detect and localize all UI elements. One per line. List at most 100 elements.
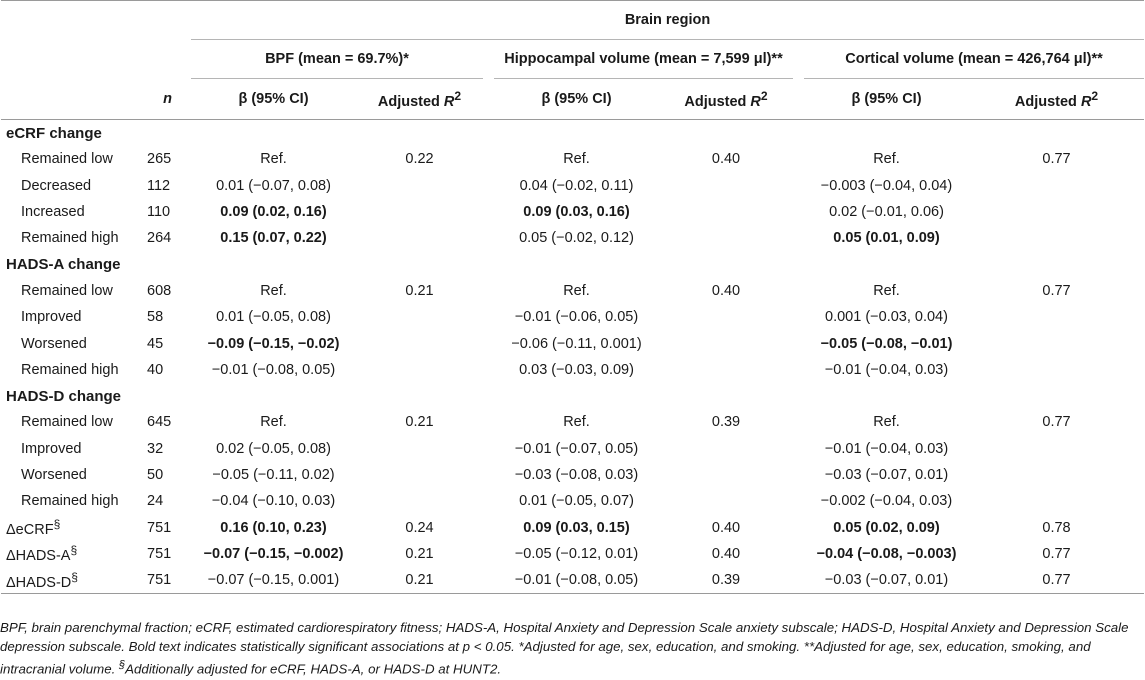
cell-cor-r2 [969,225,1144,251]
beta-header-hippocampal: β (95% CI) [494,78,659,120]
r2-header-cortical: Adjusted R2 [969,78,1145,120]
cell-bpf-b: −0.01 (−0.08, 0.05) [211,361,336,378]
cell-hip-r2 [659,173,793,199]
cell-hip-r2 [659,488,793,514]
cell-hip-b: −0.06 (−0.11, 0.001) [511,335,642,352]
cell-hip-b: 0.03 (−0.03, 0.09) [519,361,634,378]
cell-bpf-b: −0.05 (−0.11, 0.02) [212,467,335,483]
region-header-hippocampal: Hippocampal volume (mean = 7,599 μl)** [494,39,793,79]
table-row: Improved 58 0.01 (−0.05, 0.08) −0.01 (−0.06… [1,304,1144,330]
row-label: Improved [21,309,82,326]
spacer-cell [483,541,494,567]
cell-cor-r2: 0.77 [969,567,1145,595]
footnote-text: BPF, brain parenchymal fraction; eCRF, e… [0,620,1129,677]
row-label: Remained high [21,230,119,247]
header-row-columns: n β (95% CI) Adjusted R2 β (95% CI) Adju… [1,78,1145,120]
table-row: Improved 32 0.02 (−0.05, 0.08) −0.01 (−0.07… [1,436,1144,462]
cell-hip-b: −0.01 (−0.08, 0.05) [494,567,659,595]
cell-cor-b: −0.003 (−0.04, 0.04) [820,177,953,194]
table-row: Remained low 265 Ref. 0.22 Ref. 0.40 Ref. 0.77 [1,146,1144,172]
cell-cor-r2 [969,357,1144,383]
row-n: 40 [147,361,164,378]
cell-hip-b: 0.01 (−0.05, 0.07) [519,493,634,510]
cell-bpf-r2: 0.21 [405,282,434,299]
region-name: Cortical volume (mean = 426,764 μl)** [845,51,1103,67]
table-row: ΔHADS-A§ 751 −0.07 (−0.15, −0.002) 0.21 −0.0… [1,541,1144,567]
table-row: Remained low 608 Ref. 0.21 Ref. 0.40 Ref. 0.77 [1,278,1144,304]
cell-cor-b: −0.03 (−0.07, 0.01) [804,567,969,595]
spacer-cell [483,199,494,225]
cell-hip-r2 [659,357,793,383]
spacer-cell [483,436,494,462]
cell-hip-b: 0.09 (0.03, 0.15) [523,519,630,536]
beta-header-bpf: β (95% CI) [191,78,356,120]
row-n: 751 [144,567,191,595]
cell-hip-b: Ref. [563,151,590,168]
cell-hip-r2: 0.40 [711,282,741,299]
cell-bpf-b: −0.07 (−0.15, −0.002) [203,545,344,562]
spacer-cell [483,488,494,514]
r2-header-hippocampal: Adjusted R2 [659,78,793,120]
cell-hip-r2: 0.40 [711,519,741,536]
table-row: Decreased 112 0.01 (−0.07, 0.08) 0.04 (−0.0… [1,173,1144,199]
header-row-regions: BPF (mean = 69.7%)* Hippocampal volume (… [1,39,1145,79]
table-row: Worsened 45 −0.09 (−0.15, −0.02) −0.06 (−0.… [1,330,1144,356]
row-label: Increased [21,204,85,221]
region-header-bpf: BPF (mean = 69.7%)* [191,39,483,79]
cell-hip-b: 0.04 (−0.02, 0.11) [519,177,634,194]
cell-hip-b: Ref. [563,282,590,299]
delta-label: ΔHADS-A [6,548,71,565]
row-n: 751 [147,519,172,536]
cell-cor-b: 0.02 (−0.01, 0.06) [829,204,944,221]
section-header-row: HADS-A change [1,251,1144,277]
cell-bpf-b: −0.04 (−0.10, 0.03) [211,493,336,510]
spacer-cell [793,357,804,383]
cell-hip-r2: 0.40 [711,545,741,562]
r2-label-sup: 2 [454,88,462,103]
cell-bpf-r2 [356,225,483,251]
row-n: 24 [147,493,164,510]
table-row: Remained high 24 −0.04 (−0.10, 0.03) 0.01 (… [1,488,1144,514]
spacer-cell [483,409,494,435]
cell-bpf-b: 0.01 (−0.05, 0.08) [216,309,331,326]
spacer-cell [793,146,804,172]
cell-hip-b: −0.03 (−0.08, 0.03) [514,467,639,483]
row-label: Remained low [21,282,113,299]
cell-bpf-r2: 0.24 [405,519,434,536]
spacer-cell [483,330,494,356]
spacer-cell [483,462,494,488]
row-label: Worsened [21,467,87,483]
spacer-cell [793,330,804,356]
row-label: Remained low [21,151,113,168]
cell-hip-b: Ref. [563,414,590,431]
section-title: HADS-D change [6,387,122,405]
cell-cor-r2: 0.78 [1042,519,1071,536]
cell-cor-b: 0.05 (0.01, 0.09) [833,230,940,247]
row-n: 264 [147,230,172,247]
table-row: ΔeCRF§ 751 0.16 (0.10, 0.23) 0.24 0.09 (0.03… [1,514,1144,540]
spacer-cell [483,173,494,199]
cell-bpf-r2 [356,462,483,488]
spacer-cell [793,514,804,540]
r2-label-var: R [443,93,455,110]
cell-cor-r2 [969,436,1144,462]
cell-cor-r2 [969,173,1144,199]
cell-hip-r2 [659,462,793,488]
spacer-cell [793,541,804,567]
r2-label-sup: 2 [760,88,768,103]
header-row-group: Brain region [1,0,1145,40]
results-table: Brain region BPF (mean = 69.7%)* Hippoca… [1,0,1145,595]
region-name: BPF (mean = 69.7%)* [265,51,409,67]
cell-cor-b: 0.001 (−0.03, 0.04) [825,309,948,326]
row-n: 32 [147,440,164,457]
cell-bpf-b: Ref. [260,282,287,299]
spacer-cell [793,199,804,225]
spacer-cell [793,462,804,488]
spacer-cell [793,225,804,251]
spacer-cell [793,173,804,199]
r2-label-sup: 2 [1091,88,1099,103]
delta-sup: § [70,543,78,558]
row-n: 58 [147,309,164,326]
cell-cor-b: −0.04 (−0.08, −0.003) [816,545,957,562]
table-row: Increased 110 0.09 (0.02, 0.16) 0.09 (0.03,… [1,199,1144,225]
